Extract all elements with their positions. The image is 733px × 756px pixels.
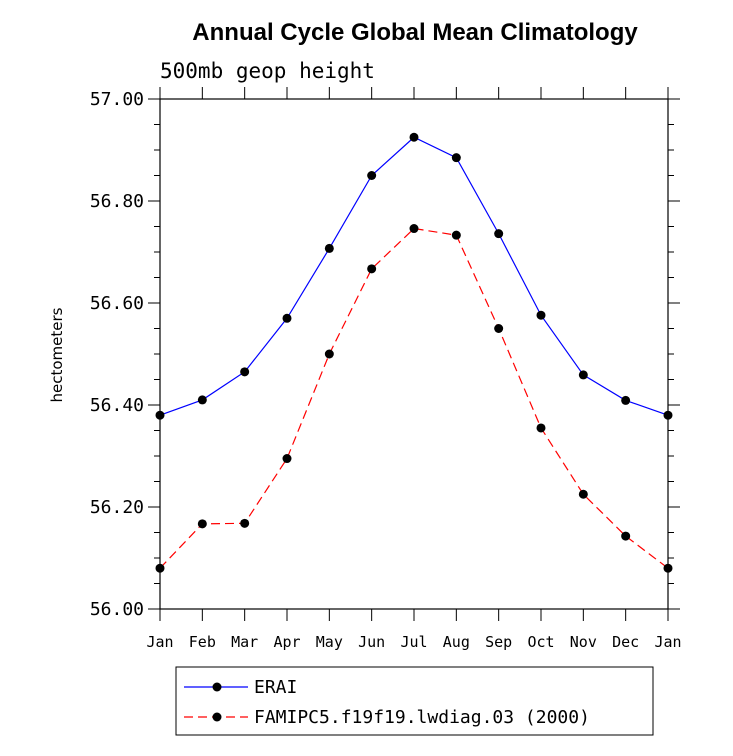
series-2-point [536, 423, 546, 433]
legend-label-2: FAMIPC5.f19f19.lwdiag.03 (2000) [254, 707, 590, 728]
series-2-point [282, 454, 292, 464]
series-1-point [621, 395, 631, 405]
x-tick-label: Jun [358, 633, 385, 651]
x-tick-label: May [316, 633, 343, 651]
x-tick-label: Oct [527, 633, 554, 651]
legend-marker-1 [212, 682, 222, 692]
series-2-point [494, 324, 504, 333]
x-tick-label: Apr [273, 633, 300, 651]
x-tick-label: Jan [654, 633, 681, 651]
series-1-point [663, 410, 673, 420]
series-1-point [282, 313, 292, 323]
series-1-point [494, 229, 504, 239]
series-2-point [578, 489, 588, 499]
chart-title: Annual Cycle Global Mean Climatology [192, 19, 638, 46]
x-tick-label: Dec [612, 633, 639, 651]
series-2-point [367, 264, 377, 274]
series-1-point [409, 132, 419, 142]
legend: ERAI FAMIPC5.f19f19.lwdiag.03 (2000) [175, 666, 654, 736]
y-tick-label: 56.60 [90, 293, 144, 314]
series-1-point [536, 310, 546, 320]
x-tick-label: Jan [146, 633, 173, 651]
series-1-point [324, 243, 334, 253]
y-axis-label: hectometers [48, 307, 66, 402]
legend-box [175, 666, 654, 736]
series-2-point [621, 531, 631, 541]
series-line-1 [159, 136, 669, 416]
series-2-point [197, 519, 207, 529]
series-2-point [663, 563, 673, 573]
series-line-2 [159, 227, 669, 569]
series-2-point [451, 230, 461, 240]
x-tick-label: Sep [485, 633, 512, 651]
y-tick-label: 56.80 [90, 191, 144, 212]
series-1-point [578, 370, 588, 380]
plot-axes: 56.00 56.20 56.40 56.60 56.80 57.00 Jan Feb Mar A… [90, 87, 682, 651]
y-tick-label: 56.40 [90, 395, 144, 416]
series-1-point [155, 410, 165, 420]
plot-frame [159, 98, 669, 610]
legend-label-1: ERAI [254, 677, 297, 698]
y-tick-label: 57.00 [90, 89, 144, 110]
series-1-point [240, 367, 250, 377]
y-tick-label: 56.20 [90, 497, 144, 518]
series-2-point [409, 224, 419, 234]
x-tick-label: Aug [443, 633, 470, 651]
series-1-point [197, 395, 207, 405]
x-tick-label: Nov [570, 633, 597, 651]
series-2-point [324, 349, 334, 359]
chart-subtitle: 500mb geop height [160, 59, 375, 83]
legend-marker-2 [212, 712, 222, 722]
series-layer [155, 132, 673, 573]
series-2-point [155, 563, 165, 573]
series-2-point [240, 518, 250, 528]
x-tick-label: Feb [189, 633, 216, 651]
series-1-point [451, 153, 461, 163]
x-tick-label: Jul [400, 633, 427, 651]
y-tick-label: 56.00 [90, 599, 144, 620]
x-tick-label: Mar [231, 633, 258, 651]
series-1-point [367, 171, 377, 180]
